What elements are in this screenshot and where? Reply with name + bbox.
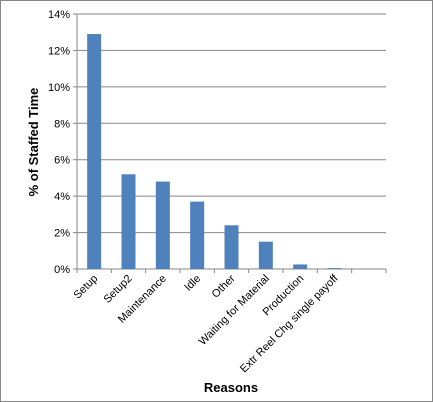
y-tick-label: 6%: [54, 155, 70, 167]
y-tick-label: 14%: [48, 9, 70, 21]
y-tick-label: 12%: [48, 45, 70, 57]
y-tick-label: 8%: [54, 118, 70, 130]
y-tick-label: 0%: [54, 264, 70, 276]
bar: [258, 241, 273, 269]
bar: [224, 225, 239, 269]
bar: [155, 181, 170, 269]
y-axis-title: % of Staffed Time: [26, 88, 41, 197]
bar: [327, 268, 342, 269]
x-axis-title: Reasons: [204, 380, 258, 395]
y-tick-label: 4%: [54, 191, 70, 203]
bar: [121, 174, 136, 269]
y-tick-label: 10%: [48, 82, 70, 94]
bar: [293, 264, 308, 269]
bar: [87, 34, 102, 270]
y-tick-label: 2%: [54, 228, 70, 240]
bar: [190, 201, 205, 269]
